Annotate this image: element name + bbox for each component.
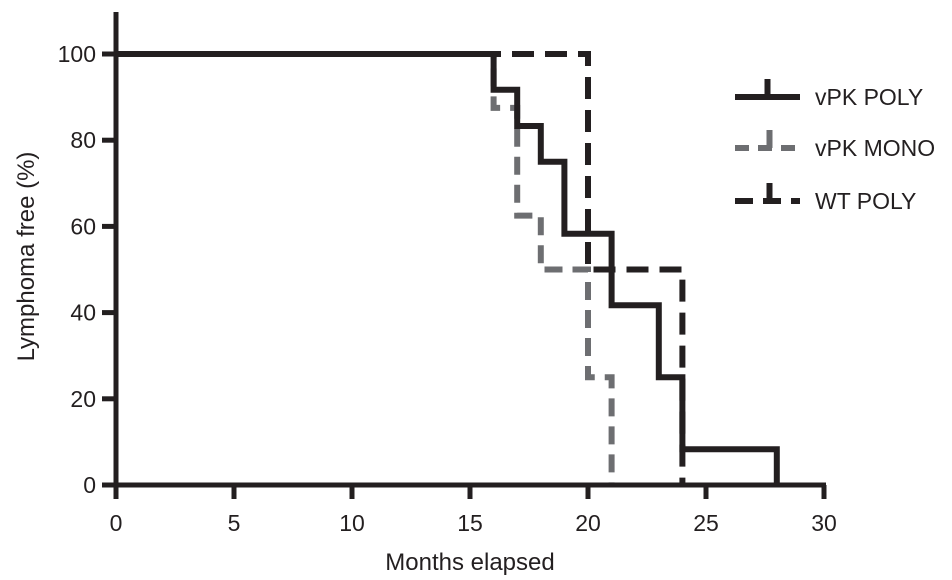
axes	[113, 12, 826, 497]
ticks: 0 5 10 15 20 25 30 0 20 40 60 80 100	[58, 41, 837, 536]
legend: vPK POLY vPK MONO WT POLY	[735, 79, 935, 214]
legend-item: WT POLY	[735, 183, 916, 214]
y-tick-label: 40	[70, 300, 96, 326]
x-tick-label: 20	[575, 510, 601, 536]
series-line-wt-poly	[116, 51, 686, 485]
series-layer	[116, 51, 780, 485]
y-tick-label: 20	[70, 386, 96, 412]
y-tick-label: 100	[58, 41, 96, 67]
y-tick-label: 0	[83, 472, 96, 498]
x-tick-label: 25	[693, 510, 719, 536]
y-tick-label: 60	[70, 213, 96, 239]
x-tick-label: 30	[811, 510, 837, 536]
x-tick-label: 0	[110, 510, 123, 536]
y-tick-label: 80	[70, 127, 96, 153]
legend-label: WT POLY	[815, 188, 916, 214]
legend-item: vPK MONO	[735, 130, 935, 161]
x-tick-label: 5	[228, 510, 241, 536]
legend-label: vPK MONO	[815, 135, 935, 161]
legend-item: vPK POLY	[735, 79, 923, 110]
series-line-vpk-poly	[116, 51, 780, 485]
legend-label: vPK POLY	[815, 84, 923, 110]
x-tick-label: 10	[339, 510, 365, 536]
x-axis-title: Months elapsed	[385, 549, 554, 576]
y-axis-title: Lymphoma free (%)	[13, 152, 40, 362]
x-tick-label: 15	[457, 510, 483, 536]
series-line-vpk-mono	[116, 51, 615, 485]
